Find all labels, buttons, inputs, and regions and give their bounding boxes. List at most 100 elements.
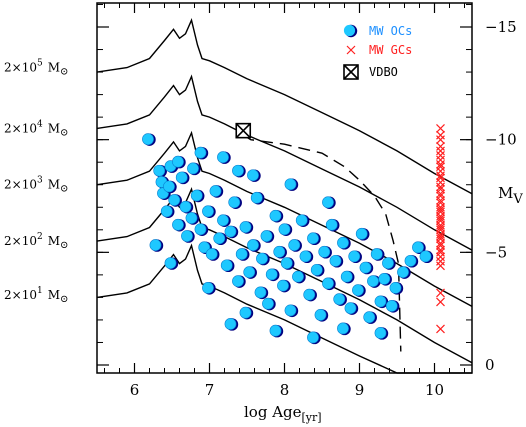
- oc-point: [168, 194, 181, 206]
- gc-point: [436, 151, 445, 160]
- gc-point: [436, 223, 445, 232]
- oc-point: [232, 164, 244, 177]
- gc-point: [436, 123, 445, 133]
- oc-point: [235, 248, 248, 260]
- oc-point: [307, 331, 319, 344]
- gc-point: [436, 142, 445, 151]
- x-axis-title: log Age[yr]: [244, 403, 322, 424]
- oc-point: [355, 227, 368, 240]
- oc-point: [198, 241, 211, 254]
- legend-label: MW OCs: [369, 24, 412, 38]
- oc-point: [262, 297, 274, 310]
- x-tick-label: 9: [355, 381, 365, 399]
- oc-point: [359, 261, 372, 274]
- oc-point: [389, 281, 402, 294]
- oc-point: [213, 232, 226, 245]
- gc-point: [436, 182, 445, 192]
- gc-point: [436, 166, 445, 176]
- legend-gc-marker: [346, 45, 356, 55]
- legend: MW OCs MW GCs VDBO: [343, 24, 412, 80]
- evolution-track: [96, 74, 473, 251]
- oc-point: [190, 189, 203, 202]
- plot-frame: [96, 2, 473, 374]
- oc-point: [352, 284, 364, 297]
- oc-point: [340, 270, 353, 283]
- oc-point: [239, 221, 252, 233]
- oc-point: [303, 288, 316, 301]
- mass-label: 2×104 M⊙: [4, 119, 68, 138]
- y-tick-label: −5: [485, 243, 507, 261]
- legend-label: VDBO: [369, 65, 398, 79]
- legend-label: MW GCs: [369, 43, 412, 57]
- oc-point: [254, 286, 267, 299]
- gc-point: [436, 130, 445, 140]
- gc-point: [436, 171, 445, 181]
- oc-point: [278, 223, 291, 236]
- axis-ticks: 6 7 8 9 10 −15 −10 −5 0: [97, 3, 517, 399]
- y-tick-label: −15: [485, 18, 517, 36]
- oc-point: [280, 257, 293, 269]
- oc-point: [194, 223, 207, 236]
- oc-point: [265, 268, 278, 281]
- oc-point: [348, 250, 361, 263]
- gc-point: [436, 232, 445, 241]
- oc-point: [404, 254, 417, 267]
- oc-point: [337, 236, 349, 249]
- oc-point: [239, 306, 252, 319]
- oc-point: [284, 178, 297, 191]
- oc-point: [217, 151, 229, 164]
- oc-point: [374, 327, 387, 339]
- oc-point: [181, 230, 193, 242]
- oc-point: [385, 300, 398, 312]
- oc-point: [299, 250, 312, 263]
- x-tick-label: 7: [205, 381, 215, 399]
- oc-point: [260, 230, 273, 242]
- oc-point: [273, 245, 286, 258]
- plot-area: 6 7 8 9 10 −15 −10 −5 0: [96, 2, 517, 399]
- oc-point: [175, 171, 188, 184]
- x-tick-label: 10: [425, 381, 444, 399]
- oc-point: [412, 241, 424, 254]
- oc-point: [172, 155, 184, 168]
- mass-label: 2×102 M⊙: [4, 232, 68, 251]
- oc-point: [247, 239, 259, 251]
- oc-point: [202, 205, 214, 218]
- oc-point: [160, 205, 173, 218]
- gc-point: [436, 205, 445, 214]
- oc-points: [142, 133, 434, 345]
- oc-point: [310, 263, 323, 276]
- oc-point: [367, 275, 379, 288]
- gc-point: [436, 196, 445, 205]
- oc-point: [153, 164, 166, 177]
- oc-point: [228, 196, 241, 209]
- oc-point: [382, 257, 394, 269]
- oc-point: [172, 218, 184, 231]
- gc-point: [436, 261, 445, 271]
- gc-point: [436, 297, 445, 307]
- evolution-track: [96, 18, 473, 195]
- gc-points: [436, 123, 445, 334]
- oc-point: [370, 248, 383, 260]
- oc-point: [202, 281, 214, 294]
- oc-point: [378, 272, 391, 285]
- oc-point: [363, 311, 376, 324]
- mass-label: 2×105 M⊙: [4, 59, 68, 78]
- oc-point: [256, 252, 268, 265]
- gc-point: [436, 214, 445, 223]
- gc-point: [436, 288, 445, 298]
- evolution-track: [96, 243, 472, 374]
- oc-point: [269, 324, 282, 337]
- oc-point: [185, 212, 198, 224]
- y-tick-label: −10: [485, 131, 517, 149]
- gc-point: [436, 135, 445, 145]
- oc-point: [419, 250, 432, 263]
- oc-point: [292, 270, 304, 283]
- oc-point: [269, 209, 282, 222]
- oc-point: [187, 162, 199, 175]
- oc-point: [250, 191, 263, 204]
- gc-point: [436, 256, 445, 266]
- oc-point: [314, 309, 327, 321]
- oc-point: [243, 266, 256, 279]
- oc-point: [232, 275, 244, 288]
